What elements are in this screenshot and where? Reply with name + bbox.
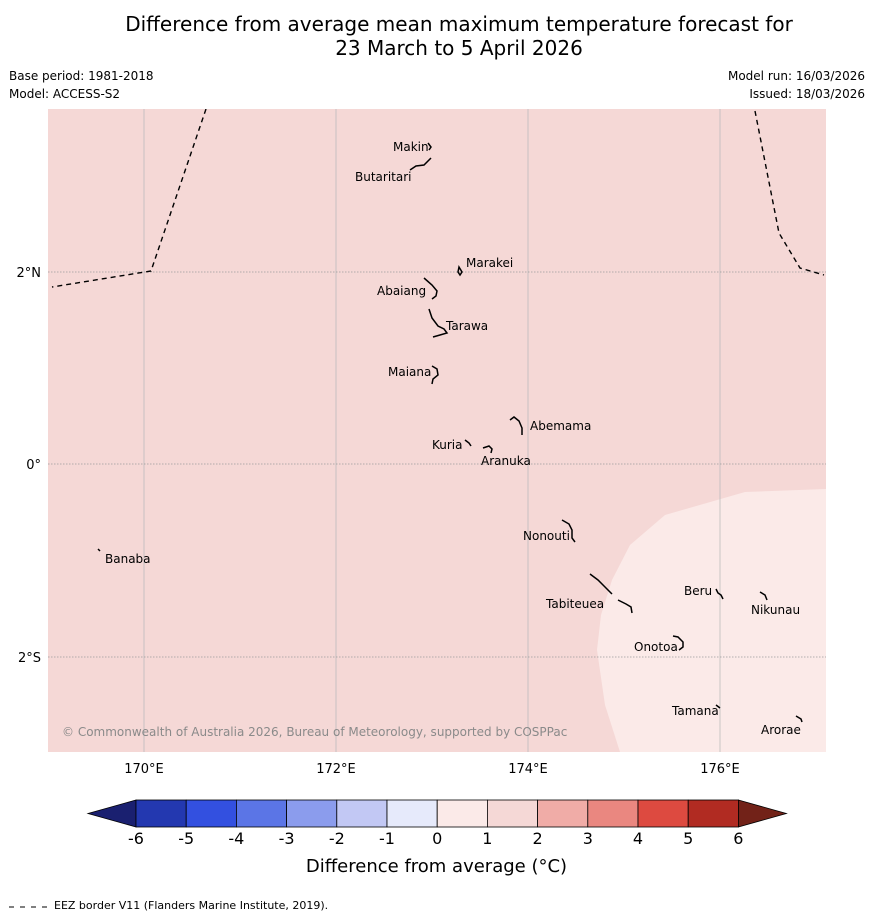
lon-label-174e: 174°E (508, 762, 548, 777)
island-banaba-shape (97, 548, 101, 552)
lat-label-2s: 2°S (18, 651, 41, 666)
island-label-tamana: Tamana (671, 704, 719, 718)
island-label-aranuka: Aranuka (481, 454, 531, 468)
eez-legend-text: EEZ border V11 (Flanders Marine Institut… (54, 899, 329, 912)
island-abaiang-shape (423, 277, 438, 300)
colorbar-tick-label: -6 (128, 829, 144, 848)
colorbar-tick-label: 3 (582, 829, 593, 848)
island-tabiteuea-shape (589, 573, 633, 614)
colorbar-tick-label: -3 (278, 829, 295, 848)
island-label-tabiteuea: Tabiteuea (545, 597, 604, 611)
colorbar-extend-high (738, 799, 788, 828)
island-maiana-shape (431, 365, 439, 385)
island-label-abemama: Abemama (530, 419, 591, 433)
island-label-tarawa: Tarawa (445, 319, 488, 333)
island-label-butaritari: Butaritari (355, 170, 412, 184)
colorbar (86, 799, 788, 828)
colorbar-tick-label: 0 (432, 829, 443, 848)
island-aranuka-shape (482, 445, 493, 454)
meta-left: Base period: 1981-2018 Model: ACCESS-S2 (9, 67, 154, 103)
copyright-notice: © Commonwealth of Australia 2026, Bureau… (62, 725, 567, 739)
colorbar-tick-label: 6 (733, 829, 744, 848)
colorbar-extend-low (86, 799, 137, 828)
colorbar-segment (436, 799, 488, 828)
island-tamana-shape (715, 704, 721, 709)
island-labels: Makin Butaritari Marakei Abaiang Tarawa … (105, 140, 801, 737)
title-line-1: Difference from average mean maximum tem… (125, 12, 793, 36)
graticule-lat (48, 271, 826, 658)
colorbar-tick-label: 2 (532, 829, 543, 848)
lon-label-176e: 176°E (700, 762, 740, 777)
island-marakei-shape (457, 264, 463, 277)
title-line-2: 23 March to 5 April 2026 (335, 36, 583, 60)
model-run: Model run: 16/03/2026 (727, 69, 865, 83)
colorbar-segment (537, 799, 589, 828)
anomaly-region-0-1 (597, 489, 826, 752)
eez-border-east (754, 110, 825, 276)
island-nonouti-shape (561, 519, 576, 543)
eez-borders (51, 109, 825, 288)
colorbar-label: Difference from average (°C) (305, 856, 568, 877)
footer-legend: EEZ border V11 (Flanders Marine Institut… (9, 899, 328, 912)
colorbar-tick-label: -2 (328, 829, 345, 848)
issued-date: Issued: 18/03/2026 (749, 87, 865, 101)
colorbar-tick-label: -1 (379, 829, 395, 848)
lat-label-0: 0° (26, 458, 41, 473)
eez-border-west (51, 109, 207, 288)
island-butaritari-shape (409, 157, 432, 171)
colorbar-segment (386, 799, 438, 828)
island-label-makin: Makin (393, 140, 429, 154)
graticule-lon (143, 109, 721, 752)
colorbar-segment (235, 799, 287, 828)
island-beru-shape (715, 588, 724, 600)
colorbar-segment (135, 799, 187, 828)
island-label-beru: Beru (684, 584, 712, 598)
island-nikunau-shape (759, 591, 768, 601)
lon-axis-labels: 170°E 172°E 174°E 176°E (124, 762, 740, 777)
island-label-onotoa: Onotoa (634, 640, 678, 654)
meta-right: Model run: 16/03/2026 Issued: 18/03/2026 (728, 67, 865, 103)
colorbar-segment (486, 799, 538, 828)
lon-label-170e: 170°E (124, 762, 164, 777)
island-label-banaba: Banaba (105, 552, 151, 566)
island-makin-shape (427, 142, 432, 151)
island-label-abaiang: Abaiang (377, 284, 426, 298)
island-onotoa-shape (672, 635, 684, 651)
island-label-arorae: Arorae (761, 723, 801, 737)
island-kuria-shape (464, 439, 472, 447)
island-label-marakei: Marakei (466, 256, 513, 270)
island-abemama-shape (509, 416, 523, 435)
base-period: Base period: 1981-2018 (9, 69, 154, 83)
colorbar-tick-label: 5 (683, 829, 694, 848)
lat-axis-labels: 2°N 0° 2°S (17, 266, 42, 666)
colorbar-segment (587, 799, 639, 828)
lon-label-172e: 172°E (316, 762, 356, 777)
colorbar-segment (286, 799, 338, 828)
colorbar-tick-label: -4 (228, 829, 245, 848)
colorbar-tick-label: 4 (632, 829, 644, 848)
colorbar-segment (687, 799, 739, 828)
island-label-nikunau: Nikunau (751, 603, 800, 617)
colorbar-segment (185, 799, 237, 828)
colorbar-tick-label: -5 (178, 829, 195, 848)
island-label-kuria: Kuria (432, 438, 463, 452)
colorbar-segment (336, 799, 388, 828)
map-title: Difference from average mean maximum tem… (0, 12, 873, 60)
island-label-nonouti: Nonouti (523, 529, 570, 543)
lat-label-2n: 2°N (17, 266, 42, 281)
model-name: Model: ACCESS-S2 (9, 87, 121, 101)
colorbar-tick-label: 1 (482, 829, 493, 848)
island-tarawa-shape (428, 308, 449, 338)
colorbar-segment (637, 799, 689, 828)
island-arorae-shape (795, 715, 803, 723)
island-outlines (97, 142, 803, 723)
island-label-maiana: Maiana (388, 365, 431, 379)
